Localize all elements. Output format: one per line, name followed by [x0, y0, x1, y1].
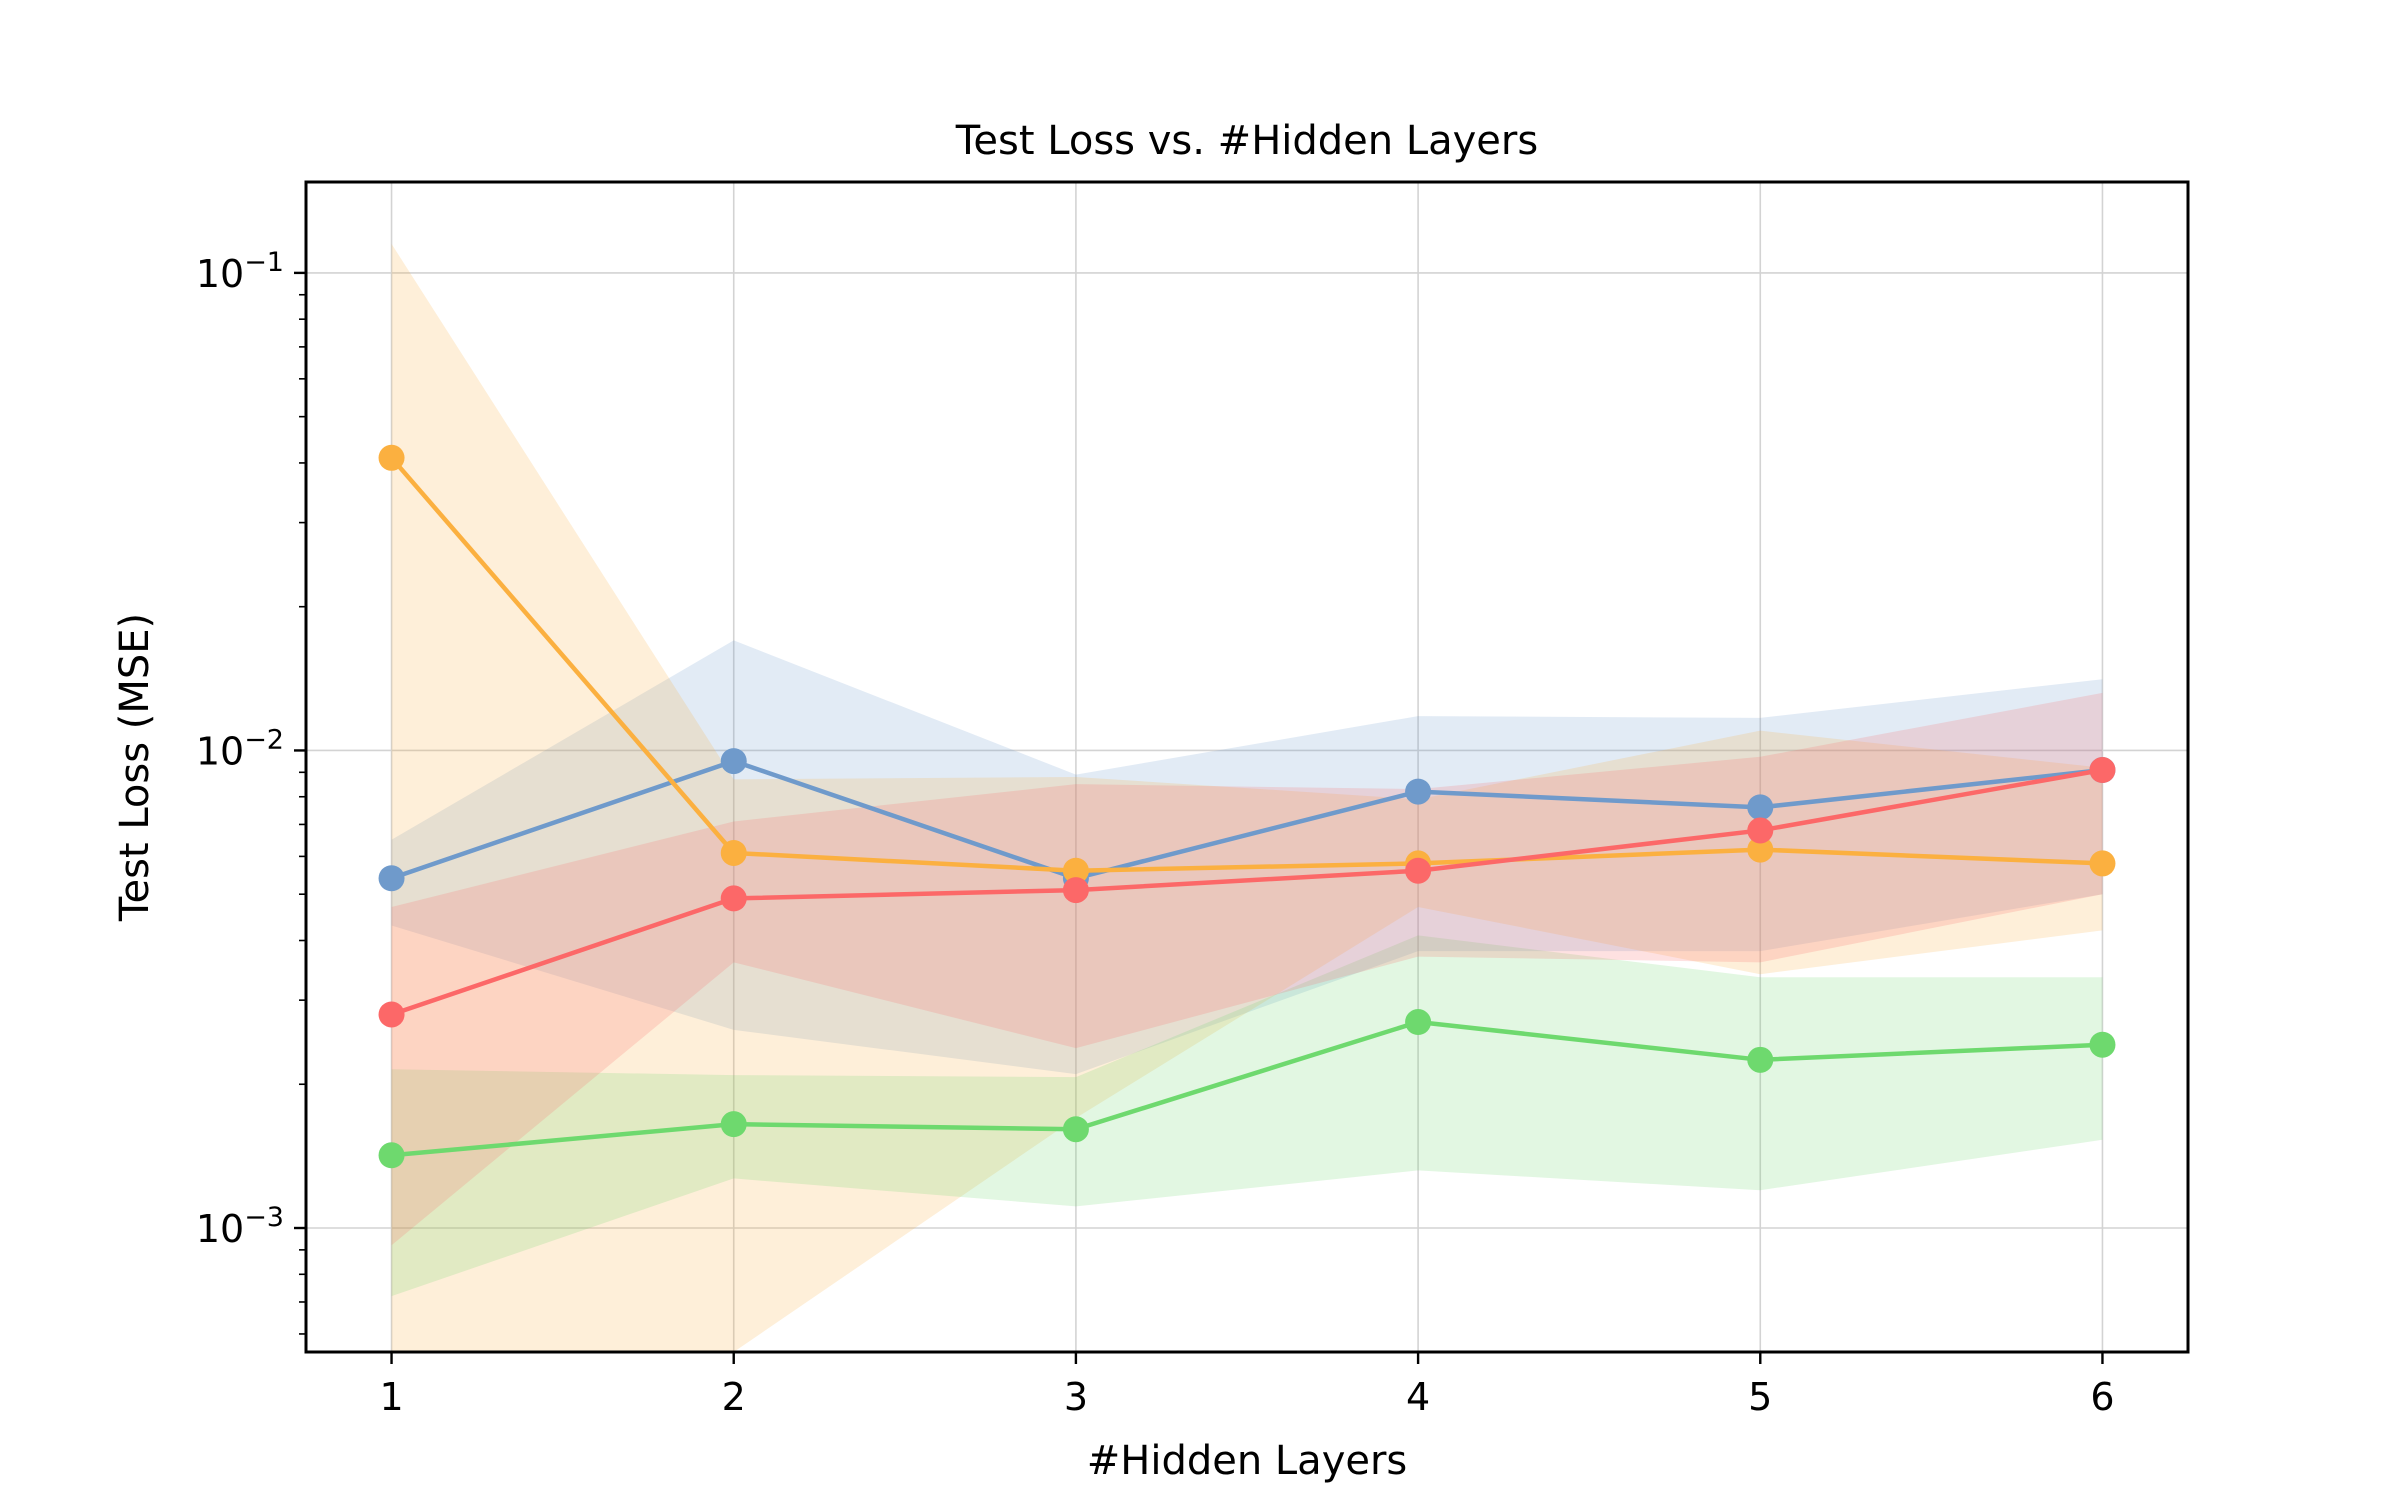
series-3-line — [389, 1019, 2105, 1158]
x-tick-label: 1 — [379, 1375, 403, 1419]
series-1-point — [1405, 778, 1432, 805]
x-tick-label: 5 — [1748, 1375, 1772, 1419]
series-2-point — [1747, 836, 1774, 863]
series-2-point — [2089, 850, 2116, 877]
series-3-point — [378, 1142, 405, 1169]
x-tick-label: 6 — [2090, 1375, 2114, 1419]
x-tick-label: 4 — [1406, 1375, 1430, 1419]
series-3-point — [720, 1111, 747, 1138]
series-4-line — [389, 767, 2105, 1017]
x-tick-label: 2 — [722, 1375, 746, 1419]
y-tick-label: 10−1 — [196, 247, 284, 296]
series-4-band — [391, 692, 2103, 1246]
axis-ticks: 1 2 3 4 5 6 10−3 10−2 10−1 — [196, 247, 2115, 1419]
y-tick-label: 10−3 — [196, 1202, 284, 1251]
series-1-point — [1747, 794, 1774, 821]
series-3-point — [1062, 1116, 1089, 1143]
y-tick-label: 10−2 — [196, 724, 284, 773]
series-1-point — [378, 865, 405, 892]
series-2-line — [389, 455, 2105, 873]
series-3-point — [1405, 1009, 1432, 1036]
series-2-point — [378, 444, 405, 471]
series-4-point — [1062, 877, 1089, 904]
series-2-point — [1062, 857, 1089, 884]
series-3-point — [1747, 1046, 1774, 1073]
series-4-point — [2089, 757, 2116, 784]
series-lines — [389, 455, 2105, 1158]
series-3-point — [2089, 1031, 2116, 1058]
series-3-band — [391, 935, 2103, 1297]
series-1-band — [391, 640, 2103, 1075]
series-4-point — [720, 885, 747, 912]
error-bands — [391, 243, 2103, 1352]
series-1-line — [389, 758, 2105, 881]
series-2-point — [720, 839, 747, 866]
series-4-point — [1747, 817, 1774, 844]
x-tick-label: 3 — [1064, 1375, 1088, 1419]
plot-area-frame — [304, 180, 2190, 1354]
series-2-band — [391, 243, 2103, 1352]
chart-title: Test Loss vs. #Hidden Layers — [955, 118, 1538, 164]
series-points — [378, 444, 2116, 1169]
x-axis-label: #Hidden Layers — [1087, 1438, 1408, 1484]
y-axis-label: Test Loss (MSE) — [112, 613, 158, 922]
series-4-point — [1405, 857, 1432, 884]
series-4-point — [378, 1001, 405, 1028]
series-1-point — [720, 748, 747, 775]
